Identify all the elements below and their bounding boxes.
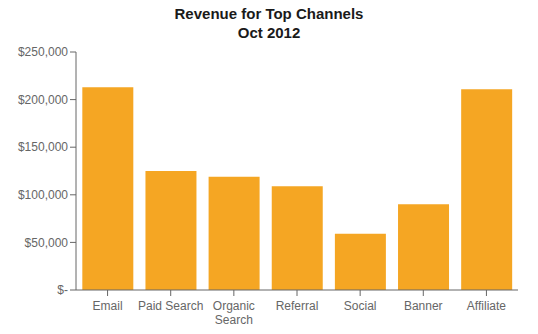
svg-text:$-: $- xyxy=(57,283,68,297)
html-text:Oct 2012: Oct 2012 xyxy=(237,24,301,41)
svg-text:$50,000: $50,000 xyxy=(25,236,69,250)
svg-text:$200,000: $200,000 xyxy=(18,93,68,107)
svg-text:Banner: Banner xyxy=(404,299,443,313)
svg-text:$150,000: $150,000 xyxy=(18,140,68,154)
svg-text:$250,000: $250,000 xyxy=(18,45,68,59)
svg-text:Referral: Referral xyxy=(276,299,319,313)
svg-text:OrganicSearch: OrganicSearch xyxy=(213,299,255,327)
svg-text:Paid Search: Paid Search xyxy=(138,299,203,313)
svg-text:Email: Email xyxy=(93,299,123,313)
svg-text:$100,000: $100,000 xyxy=(18,188,68,202)
html-text:Revenue for Top Channels: Revenue for Top Channels xyxy=(174,5,364,22)
svg-text:Affiliate: Affiliate xyxy=(467,299,506,313)
svg-text:Social: Social xyxy=(344,299,377,313)
